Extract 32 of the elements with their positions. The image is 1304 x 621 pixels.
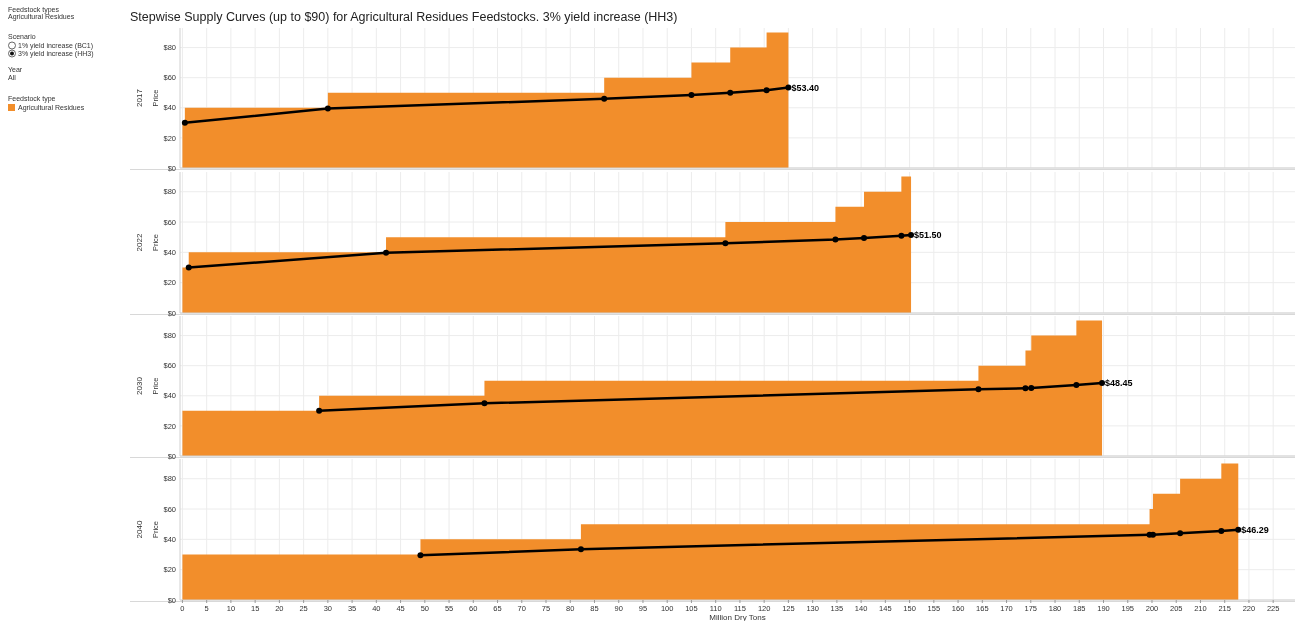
- point: [324, 105, 331, 112]
- point: [481, 400, 488, 407]
- annotation: $48.45: [1105, 378, 1133, 389]
- point: [861, 234, 868, 241]
- point: [577, 546, 584, 553]
- point: [722, 240, 729, 247]
- point: [1073, 381, 1080, 388]
- point: [832, 236, 839, 243]
- annotation: $51.50: [914, 230, 942, 241]
- text: 2022: [135, 233, 144, 252]
- point: [688, 91, 695, 98]
- point: [417, 552, 424, 559]
- point: [763, 87, 770, 94]
- point: [898, 232, 905, 239]
- x-axis-title: Million Dry Tons: [709, 613, 766, 621]
- point: [1022, 385, 1029, 392]
- point: [1028, 385, 1035, 392]
- text: 2017: [135, 88, 144, 107]
- point: [727, 89, 734, 96]
- point: [975, 386, 982, 393]
- point: [181, 119, 188, 126]
- chart-title: Stepwise Supply Curves (up to $90) for Agricultural Residues Feedstocks. 3% yield increase (HH3): [130, 10, 678, 24]
- annotation: $53.40: [791, 82, 819, 93]
- point: [383, 249, 390, 256]
- annotation: $46.29: [1241, 524, 1269, 535]
- text: 2040: [135, 520, 144, 539]
- point: [316, 407, 323, 414]
- point: [601, 95, 608, 102]
- point: [185, 264, 192, 271]
- point: [1177, 530, 1184, 537]
- text: 2030: [135, 376, 144, 395]
- point: [1218, 528, 1225, 535]
